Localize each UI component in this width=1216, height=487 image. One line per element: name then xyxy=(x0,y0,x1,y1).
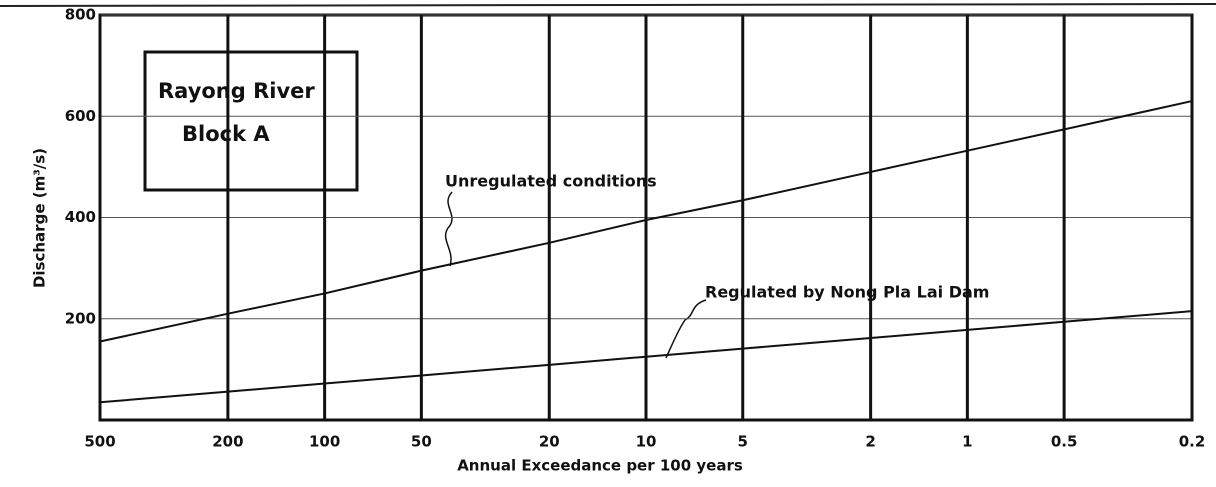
leader xyxy=(444,191,453,267)
annotation: Regulated by Nong Pla Lai Dam xyxy=(705,283,989,302)
x-tick-label: 20 xyxy=(539,433,560,451)
x-tick-label: 200 xyxy=(212,433,243,451)
x-tick-label: 100 xyxy=(309,433,340,451)
x-tick-label: 5 xyxy=(738,433,748,451)
x-tick-label: 500 xyxy=(84,433,115,451)
x-tick-label: 0.2 xyxy=(1179,433,1206,451)
x-axis-label: Annual Exceedance per 100 years xyxy=(457,457,743,475)
x-tick-label: 2 xyxy=(865,433,875,451)
scan-edge xyxy=(0,3,1216,7)
data-line xyxy=(99,100,1193,343)
y-axis-label: Discharge (m³/s) xyxy=(31,148,49,288)
x-tick-label: 10 xyxy=(636,433,657,451)
annotation: Unregulated conditions xyxy=(445,172,657,191)
x-tick-label: 1 xyxy=(962,433,972,451)
title-box xyxy=(143,50,359,192)
y-tick-label: 600 xyxy=(65,107,96,125)
x-tick-label: 0.5 xyxy=(1051,433,1078,451)
box-line-2: Block A xyxy=(182,122,270,146)
data-line xyxy=(99,310,1193,404)
x-tick-label: 50 xyxy=(411,433,432,451)
y-tick-label: 800 xyxy=(65,6,96,24)
y-tick-label: 200 xyxy=(65,309,96,327)
leader xyxy=(665,299,707,359)
box-line-1: Rayong River xyxy=(158,79,315,103)
y-tick-label: 400 xyxy=(65,208,96,226)
